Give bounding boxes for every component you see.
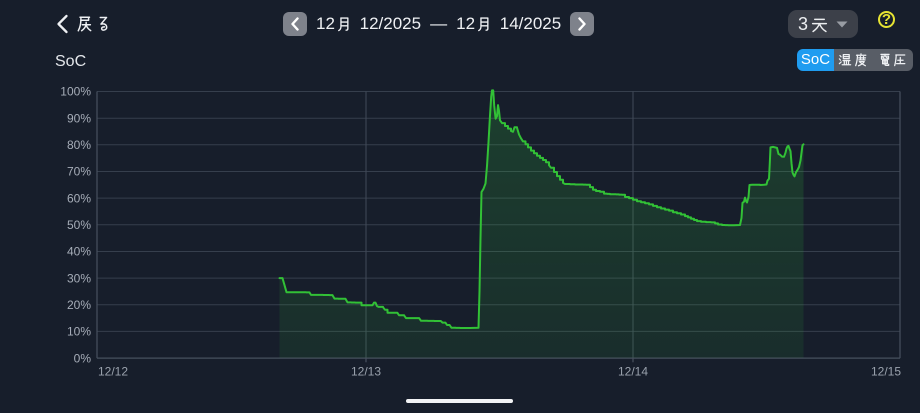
svg-text:20%: 20% bbox=[67, 298, 91, 312]
svg-text:70%: 70% bbox=[67, 165, 91, 179]
svg-text:12/12: 12/12 bbox=[98, 365, 128, 379]
svg-text:50%: 50% bbox=[67, 218, 91, 232]
svg-text:12/15: 12/15 bbox=[871, 365, 901, 379]
svg-text:12/14: 12/14 bbox=[618, 365, 648, 379]
svg-text:80%: 80% bbox=[67, 138, 91, 152]
svg-text:12/13: 12/13 bbox=[351, 365, 381, 379]
svg-text:30%: 30% bbox=[67, 271, 91, 285]
svg-text:10%: 10% bbox=[67, 325, 91, 339]
svg-text:60%: 60% bbox=[67, 191, 91, 205]
svg-text:40%: 40% bbox=[67, 245, 91, 259]
svg-text:90%: 90% bbox=[67, 111, 91, 125]
svg-text:100%: 100% bbox=[60, 85, 91, 99]
svg-text:0%: 0% bbox=[74, 351, 92, 365]
